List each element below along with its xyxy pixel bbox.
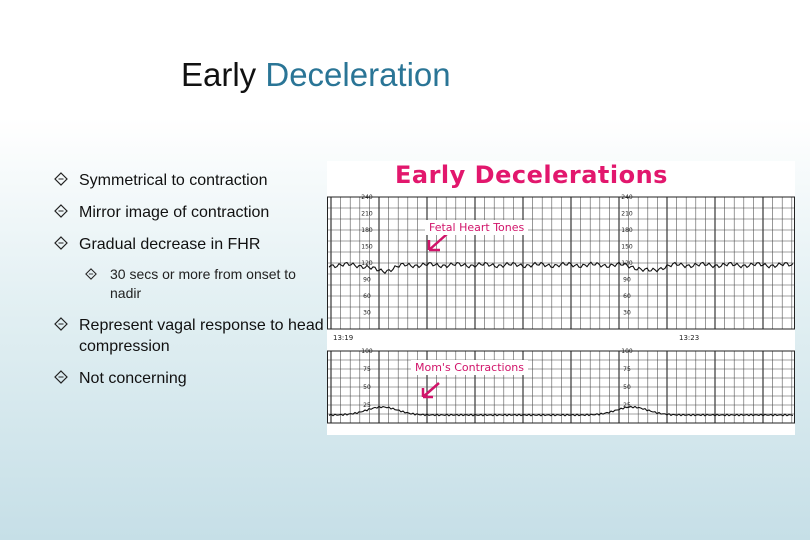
bullet-item: Not concerning <box>54 368 324 389</box>
fhr-trace-line <box>328 261 794 275</box>
slide-title: Early Deceleration <box>181 56 451 94</box>
time-label-right: 13:23 <box>679 334 699 342</box>
uc-tick-label: 75 <box>363 366 371 373</box>
fetal-monitor-strip-figure: 240 210 180 150 120 90 60 30 100 75 50 25 240 210 180 1… <box>327 161 795 435</box>
fhr-tick-label: 150 <box>621 244 633 251</box>
title-accent-text: Deceleration <box>265 56 451 93</box>
diamond-bullet-icon <box>54 370 68 384</box>
fhr-tick-label: 180 <box>361 227 373 234</box>
uc-tick-label: 25 <box>623 402 631 409</box>
fetal-heart-tones-label: Fetal Heart Tones <box>425 220 529 235</box>
bullet-item: Gradual decrease in FHR <box>54 234 324 255</box>
bullet-text: Gradual decrease in FHR <box>79 236 261 253</box>
bullet-list: Symmetrical to contraction Mirror image … <box>54 170 324 389</box>
bullet-text: Symmetrical to contraction <box>79 172 268 189</box>
bullet-text: Represent vagal response to head compres… <box>79 317 324 355</box>
fhr-tick-label: 240 <box>361 194 373 201</box>
fhr-tick-label: 210 <box>361 211 373 218</box>
uc-panel-border <box>327 350 795 424</box>
bullet-item: Represent vagal response to head compres… <box>54 315 324 357</box>
fhr-tick-label: 90 <box>623 277 631 284</box>
fhr-tick-label: 180 <box>621 227 633 234</box>
fhr-tick-label: 30 <box>623 310 631 317</box>
uc-tick-label: 25 <box>363 402 371 409</box>
fhr-tick-label: 120 <box>361 260 373 267</box>
sub-bullet-item: 30 secs or more from onset to nadir <box>85 265 324 303</box>
title-text: Early <box>181 56 257 93</box>
fhr-tick-label: 90 <box>363 277 371 284</box>
moms-contractions-label: Mom's Contractions <box>411 360 528 375</box>
bullet-item: Mirror image of contraction <box>54 202 324 223</box>
fhr-tick-label: 30 <box>363 310 371 317</box>
fhr-panel-border <box>327 196 795 330</box>
fhr-tick-label: 210 <box>621 211 633 218</box>
monitor-strip-image: 240 210 180 150 120 90 60 30 100 75 50 25 240 210 180 1… <box>327 194 795 424</box>
fhr-tick-label: 60 <box>363 293 371 300</box>
uc-tick-label: 100 <box>361 348 373 355</box>
diamond-bullet-icon <box>54 172 68 186</box>
diamond-bullet-icon <box>54 204 68 218</box>
uc-tick-label: 50 <box>623 384 631 391</box>
bullet-text: Mirror image of contraction <box>79 204 270 221</box>
fhr-tick-label: 240 <box>621 194 633 201</box>
bullet-text: Not concerning <box>79 370 187 387</box>
fhr-tick-label: 120 <box>621 260 633 267</box>
diamond-bullet-icon <box>54 236 68 250</box>
fhr-arrow-icon <box>427 233 448 252</box>
uc-tick-label: 100 <box>621 348 633 355</box>
fhr-tick-label: 60 <box>623 293 631 300</box>
figure-title: Early Decelerations <box>395 161 668 189</box>
sub-bullet-text: 30 secs or more from onset to nadir <box>110 266 296 301</box>
uc-arrow-icon <box>421 382 440 399</box>
diamond-bullet-icon <box>54 317 68 331</box>
uc-trace-line <box>328 405 794 417</box>
fhr-tick-label: 150 <box>361 244 373 251</box>
uc-tick-label: 75 <box>623 366 631 373</box>
bullet-item: Symmetrical to contraction <box>54 170 324 191</box>
diamond-bullet-icon <box>85 268 97 280</box>
time-label-left: 13:19 <box>333 334 353 342</box>
uc-tick-label: 50 <box>363 384 371 391</box>
